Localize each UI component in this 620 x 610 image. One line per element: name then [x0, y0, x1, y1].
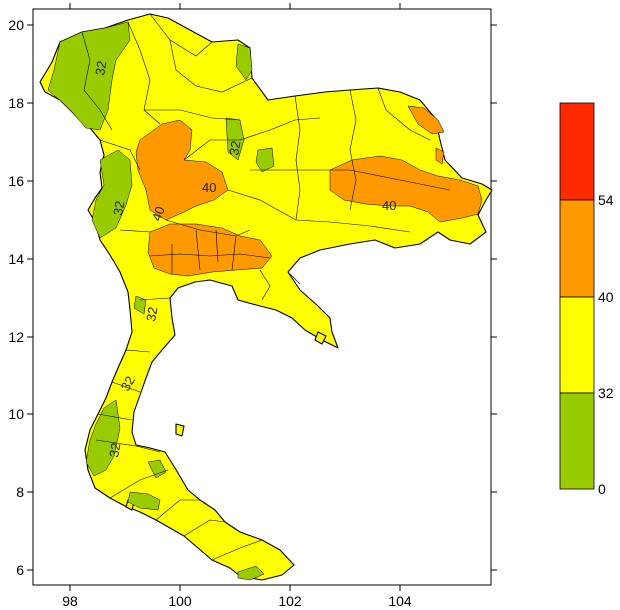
green-zone: [91, 149, 133, 239]
orange-zone: [135, 119, 229, 221]
green-zone: [147, 459, 167, 479]
x-tick-label: 102: [278, 593, 302, 609]
contour-label: 32: [110, 200, 127, 217]
y-tick-label: 16: [8, 173, 24, 189]
x-tick-label: 100: [168, 593, 192, 609]
y-tick-label: 20: [8, 17, 24, 33]
orange-zone: [435, 147, 445, 165]
orange-zone: [147, 223, 273, 277]
island: [314, 331, 327, 345]
green-zone: [47, 21, 131, 131]
legend-colorbar: 54 40 32 0: [559, 102, 614, 497]
x-tick-label: 98: [62, 593, 78, 609]
green-zone: [237, 565, 265, 581]
legend-label: 54: [598, 192, 614, 208]
legend-label: 32: [598, 385, 614, 401]
y-tick-label: 10: [8, 406, 24, 422]
contour-label: 40: [202, 180, 216, 195]
y-tick-label: 6: [16, 562, 24, 578]
legend-swatch-32-40: [559, 296, 595, 394]
green-zones: [47, 21, 275, 581]
y-tick-label: 14: [8, 251, 24, 267]
green-zone: [235, 43, 253, 81]
legend-swatch-54-plus: [559, 102, 595, 201]
x-axis: 98 100 102 104: [62, 3, 412, 609]
contour-labels: 32 40 40 32 32 32 32 40 32: [92, 60, 396, 459]
y-axis: 20 18 16 14 12 10 8 6: [8, 17, 497, 578]
contour-label: 40: [382, 198, 396, 213]
contour-label: 32: [143, 306, 160, 323]
legend-swatch-40-54: [559, 199, 595, 298]
contour-label: 32: [92, 60, 109, 77]
green-zone: [127, 491, 161, 511]
orange-zone: [329, 155, 483, 223]
orange-zones: [135, 105, 483, 277]
plot-frame: [32, 8, 492, 586]
legend-swatch-0-32: [559, 392, 595, 490]
island: [175, 423, 185, 437]
y-tick-label: 8: [16, 484, 24, 500]
x-tick-label: 104: [388, 593, 412, 609]
province-boundaries: [81, 13, 451, 561]
green-zone: [85, 399, 121, 477]
legend-label: 0: [598, 481, 606, 497]
green-zone: [133, 295, 147, 315]
legend-label: 40: [598, 289, 614, 305]
contour-label: 32: [226, 140, 243, 157]
y-tick-label: 18: [8, 95, 24, 111]
y-tick-label: 12: [8, 329, 24, 345]
green-zone: [255, 147, 275, 173]
contour-label: 32: [106, 442, 123, 459]
orange-zone: [407, 105, 445, 135]
contour-label: 40: [149, 204, 168, 223]
contour-label: 32: [118, 373, 138, 393]
